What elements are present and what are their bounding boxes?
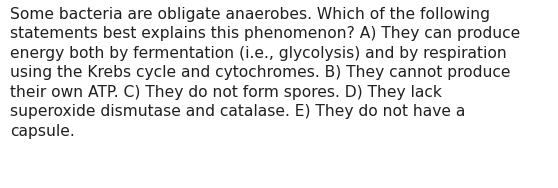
Text: Some bacteria are obligate anaerobes. Which of the following
statements best exp: Some bacteria are obligate anaerobes. Wh… [10, 7, 520, 139]
